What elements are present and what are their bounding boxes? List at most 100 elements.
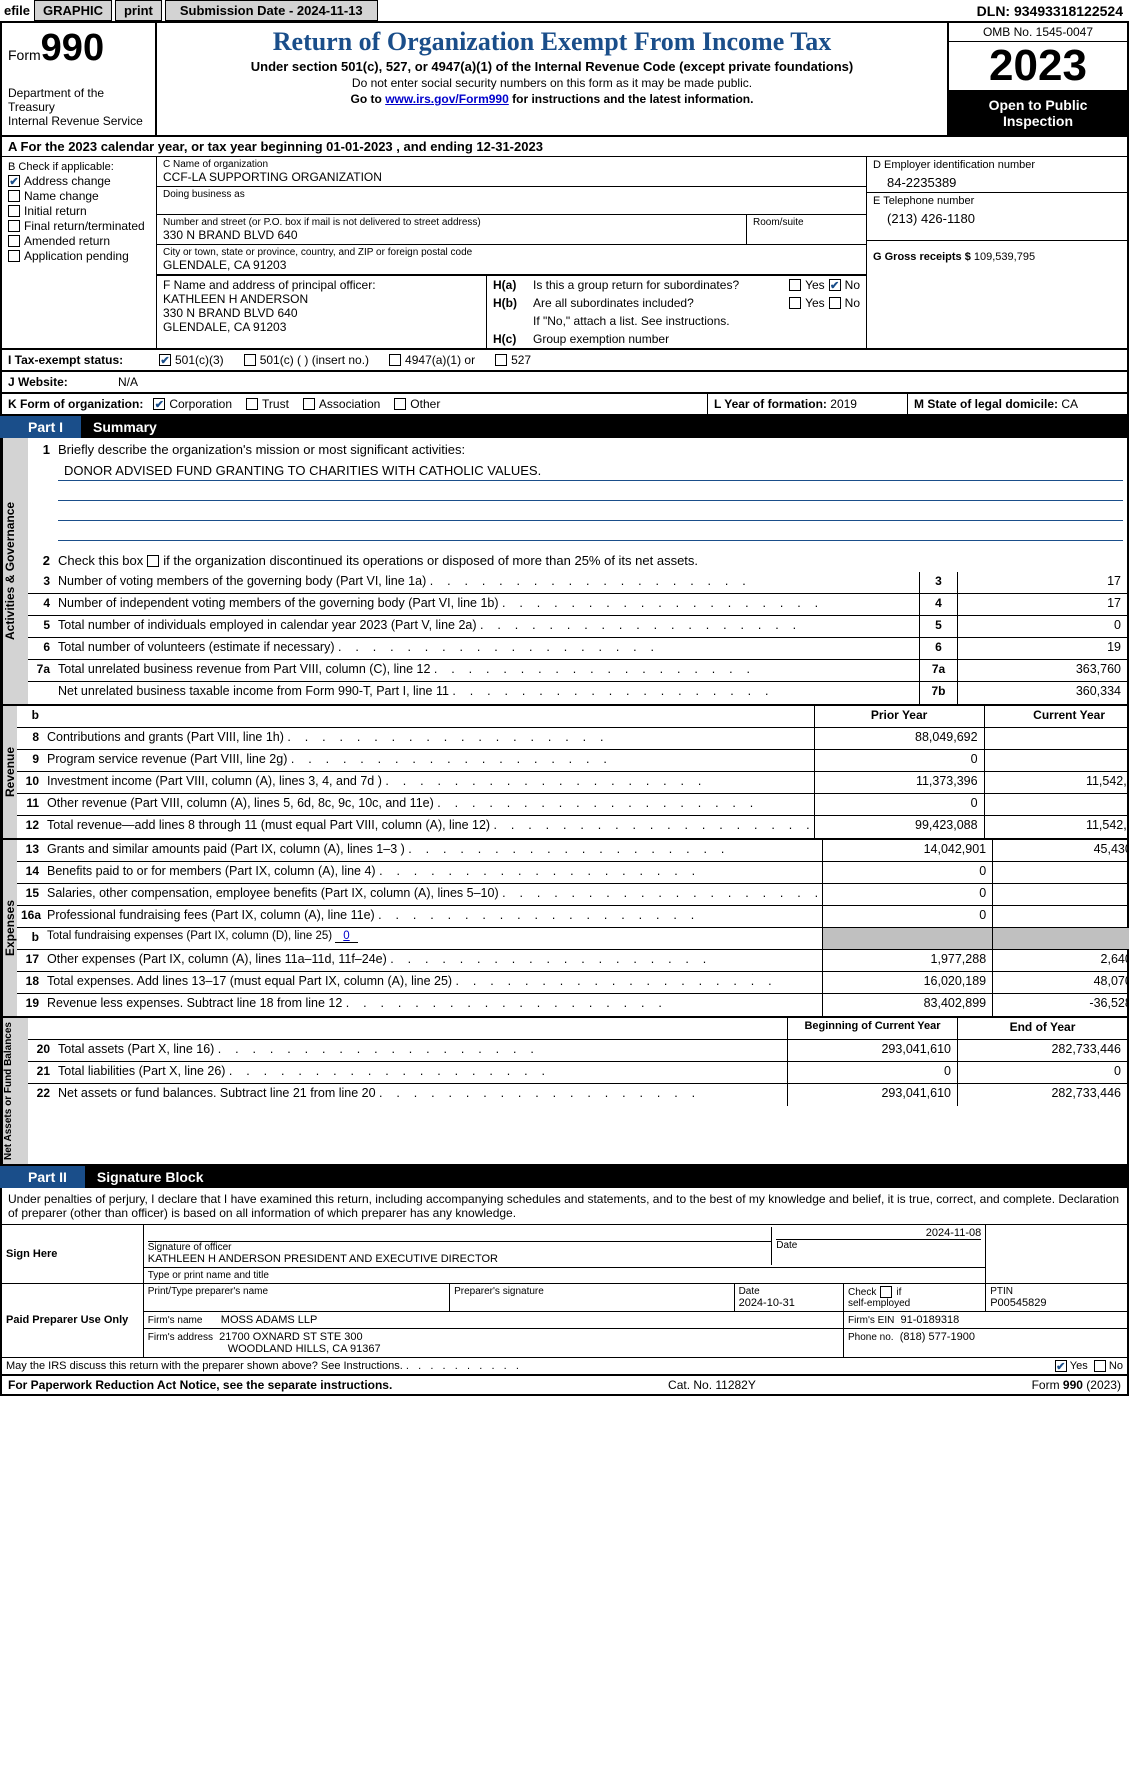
net-line-22: 22Net assets or fund balances. Subtract …	[28, 1084, 1127, 1106]
part1-label: Part I	[0, 416, 81, 438]
colb-checkbox-0[interactable]	[8, 175, 20, 187]
dba-row: Doing business as	[157, 187, 866, 215]
part1-body: Activities & Governance 1 Briefly descri…	[0, 438, 1129, 1166]
sign-here: Sign Here	[1, 1225, 143, 1284]
net-line-20: 20Total assets (Part X, line 16)293,041,…	[28, 1040, 1127, 1062]
may-discuss-no[interactable]	[1094, 1360, 1106, 1372]
rev-line-11: 11Other revenue (Part VIII, column (A), …	[17, 794, 1129, 816]
gov-line-3: 3Number of voting members of the governi…	[28, 572, 1127, 594]
hb-yes-checkbox[interactable]	[789, 297, 801, 309]
footer-right: Form 990 (2023)	[1032, 1378, 1121, 1392]
col-c: C Name of organization CCF-LA SUPPORTING…	[157, 157, 867, 348]
city-row: City or town, state or province, country…	[157, 245, 866, 276]
omb-number: OMB No. 1545-0047	[949, 23, 1127, 42]
exp-line-15: 15Salaries, other compensation, employee…	[17, 884, 1129, 906]
colb-item-3: Final return/terminated	[8, 219, 150, 233]
form-number: 990	[41, 27, 104, 69]
hb-no-checkbox[interactable]	[829, 297, 841, 309]
k-opt-2[interactable]	[303, 398, 315, 410]
vtab-expenses: Expenses	[2, 840, 17, 1016]
irs: Internal Revenue Service	[8, 114, 149, 128]
gov-line-7b: Net unrelated business taxable income fr…	[28, 682, 1127, 704]
vtab-revenue: Revenue	[2, 706, 17, 838]
principal-officer: F Name and address of principal officer:…	[157, 276, 486, 348]
footer: For Paperwork Reduction Act Notice, see …	[0, 1376, 1129, 1396]
ein-row: D Employer identification number 84-2235…	[867, 157, 1127, 193]
i-opt-2[interactable]	[389, 354, 401, 366]
colb-checkbox-1[interactable]	[8, 190, 20, 202]
footer-center: Cat. No. 11282Y	[668, 1378, 756, 1392]
h-section: H(a) Is this a group return for subordin…	[486, 276, 866, 348]
website-label: J Website:	[2, 372, 112, 392]
firm-ein: 91-0189318	[900, 1314, 959, 1326]
print-button[interactable]: print	[115, 0, 162, 21]
website-value: N/A	[112, 372, 144, 392]
k-opt-3[interactable]	[394, 398, 406, 410]
firm-name: MOSS ADAMS LLP	[218, 1314, 318, 1326]
colb-checkbox-5[interactable]	[8, 250, 20, 262]
may-discuss-yes[interactable]	[1055, 1360, 1067, 1372]
graphic-button[interactable]: GRAPHIC	[34, 0, 112, 21]
colb-item-2: Initial return	[8, 204, 150, 218]
exp-line-18: 18Total expenses. Add lines 13–17 (must …	[17, 972, 1129, 994]
i-opt-0[interactable]	[159, 354, 171, 366]
irs-link[interactable]: www.irs.gov/Form990	[385, 92, 509, 106]
vtab-governance: Activities & Governance	[2, 438, 28, 704]
ha-no-checkbox[interactable]	[829, 279, 841, 291]
header-right: OMB No. 1545-0047 2023 Open to Public In…	[947, 23, 1127, 135]
colb-checkbox-2[interactable]	[8, 205, 20, 217]
form-subtitle: Under section 501(c), 527, or 4947(a)(1)…	[165, 59, 939, 74]
i-opt-1[interactable]	[244, 354, 256, 366]
vtab-net-assets: Net Assets or Fund Balances	[2, 1018, 28, 1164]
officer-signature: KATHLEEN H ANDERSON PRESIDENT AND EXECUT…	[148, 1253, 771, 1265]
firm-addr2: WOODLAND HILLS, CA 91367	[148, 1343, 839, 1355]
net-line-21: 21Total liabilities (Part X, line 26)00	[28, 1062, 1127, 1084]
city-state-zip: GLENDALE, CA 91203	[163, 258, 860, 272]
tax-year: 2023	[949, 42, 1127, 91]
exp-line-19: 19Revenue less expenses. Subtract line 1…	[17, 994, 1129, 1016]
line-a: A For the 2023 calendar year, or tax yea…	[2, 137, 1127, 157]
ein: 84-2235389	[873, 171, 1121, 190]
exp-line-13: 13Grants and similar amounts paid (Part …	[17, 840, 1129, 862]
colb-item-5: Application pending	[8, 249, 150, 263]
header-center: Return of Organization Exempt From Incom…	[157, 23, 947, 135]
sig-date: 2024-11-08	[776, 1227, 981, 1240]
addr-row: Number and street (or P.O. box if mail i…	[157, 215, 746, 244]
phone-row: E Telephone number (213) 426-1180	[867, 193, 1127, 241]
dln: DLN: 93493318122524	[977, 3, 1129, 19]
prior-year-header: Prior Year	[814, 706, 984, 727]
gov-line-7a: 7aTotal unrelated business revenue from …	[28, 660, 1127, 682]
i-opt-3[interactable]	[495, 354, 507, 366]
k-opt-0[interactable]	[153, 398, 165, 410]
org-name-row: C Name of organization CCF-LA SUPPORTING…	[157, 157, 866, 187]
org-name: CCF-LA SUPPORTING ORGANIZATION	[163, 170, 860, 184]
exp-line-14: 14Benefits paid to or for members (Part …	[17, 862, 1129, 884]
room-row: Room/suite	[746, 215, 866, 244]
exp-line-16a: 16aProfessional fundraising fees (Part I…	[17, 906, 1129, 928]
colb-checkbox-3[interactable]	[8, 220, 20, 232]
part2-title: Signature Block	[85, 1166, 216, 1188]
row-klm: K Form of organization: CorporationTrust…	[0, 394, 1129, 416]
gov-line-6: 6Total number of volunteers (estimate if…	[28, 638, 1127, 660]
rev-line-12: 12Total revenue—add lines 8 through 11 (…	[17, 816, 1129, 838]
gross-receipts: 109,539,795	[974, 251, 1035, 263]
form-note1: Do not enter social security numbers on …	[165, 76, 939, 90]
exp-line-17: 17Other expenses (Part IX, column (A), l…	[17, 950, 1129, 972]
ptin: P00545829	[990, 1297, 1123, 1309]
part2-header: Part II Signature Block	[0, 1166, 1129, 1188]
ha-yes-checkbox[interactable]	[789, 279, 801, 291]
col-d: D Employer identification number 84-2235…	[867, 157, 1127, 348]
colb-checkbox-4[interactable]	[8, 235, 20, 247]
q2-checkbox[interactable]	[147, 555, 159, 567]
current-year-header: Current Year	[984, 706, 1129, 727]
rev-line-10: 10Investment income (Part VIII, column (…	[17, 772, 1129, 794]
submission-date: Submission Date - 2024-11-13	[165, 0, 378, 21]
paid-preparer: Paid Preparer Use Only	[1, 1284, 143, 1358]
row-j: J Website: N/A	[0, 372, 1129, 394]
part1-title: Summary	[81, 416, 169, 438]
form-note2: Go to www.irs.gov/Form990 for instructio…	[165, 92, 939, 106]
self-employed-checkbox[interactable]	[880, 1286, 892, 1298]
footer-left: For Paperwork Reduction Act Notice, see …	[8, 1378, 392, 1392]
k-opt-1[interactable]	[246, 398, 258, 410]
header-left: Form990 Department of the Treasury Inter…	[2, 23, 157, 135]
